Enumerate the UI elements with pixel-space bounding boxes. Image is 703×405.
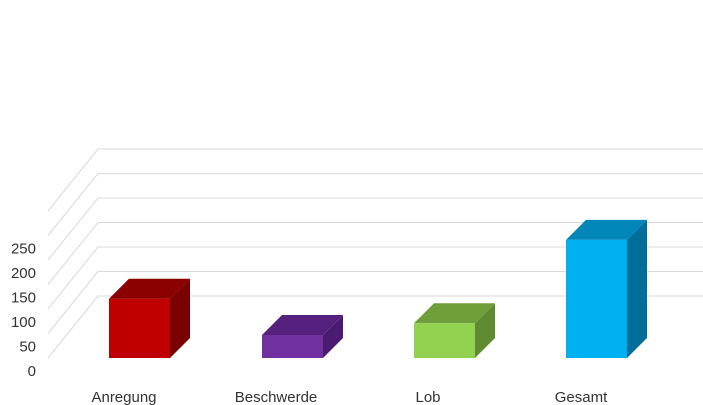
y-axis-ticks: 0 50 100 150 200 250 [11, 241, 36, 381]
bar-front [566, 239, 627, 358]
bar-lob [414, 303, 495, 358]
bar-top [262, 314, 343, 335]
bar-beschwerde [262, 314, 343, 358]
bar-anregung [109, 278, 190, 358]
gridline [47, 222, 703, 285]
gridline [47, 197, 703, 261]
y-tick-label: 200 [11, 265, 36, 282]
y-tick-label: 150 [11, 290, 36, 307]
x-axis-categories: Anregung Beschwerde Lob Gesamt [91, 389, 608, 405]
gridline [47, 148, 703, 212]
x-category-label: Lob [415, 389, 440, 405]
bar-side [627, 219, 647, 358]
bar-side [475, 303, 495, 358]
gridline [47, 246, 703, 310]
bar-top [566, 219, 647, 240]
y-tick-label: 250 [11, 241, 36, 258]
x-category-label: Anregung [91, 389, 156, 405]
bar-front [262, 334, 323, 358]
gridline [47, 173, 703, 236]
bar-front [414, 323, 475, 358]
y-tick-label: 50 [19, 339, 36, 356]
bars [109, 219, 647, 358]
bar-side [323, 314, 343, 358]
bar-side [170, 278, 190, 358]
bar-front [109, 298, 170, 358]
x-category-label: Gesamt [555, 389, 608, 405]
y-tick-label: 0 [28, 363, 36, 380]
bar-gesamt [566, 219, 647, 358]
bar-top [414, 303, 495, 324]
gridlines [47, 148, 703, 359]
gridline [47, 295, 703, 359]
x-category-label: Beschwerde [235, 389, 318, 405]
y-tick-label: 100 [11, 314, 36, 331]
bar-top [109, 278, 190, 299]
gridline [47, 271, 703, 334]
